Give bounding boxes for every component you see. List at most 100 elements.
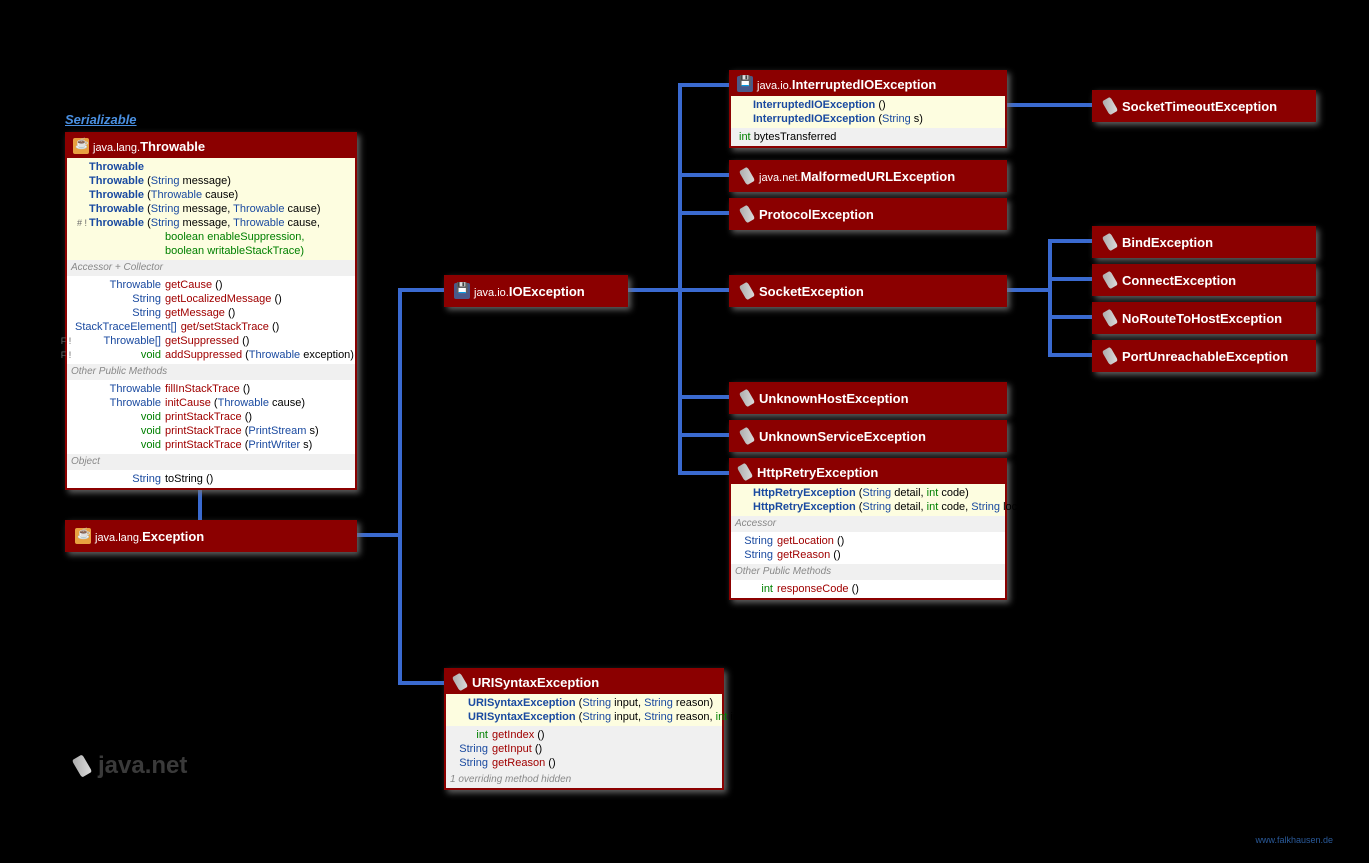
class-httpretry: HttpRetryException HttpRetryException (S… <box>729 458 1007 600</box>
member-row: intgetIndex () <box>450 728 718 742</box>
member-row: Throwable (Throwable cause) <box>71 188 351 202</box>
cup-icon <box>75 528 91 544</box>
class-protocol: ProtocolException <box>729 198 1007 230</box>
member-row: StringtoString () <box>71 472 351 486</box>
member-row: InterruptedIOException (String s) <box>735 112 1001 126</box>
member-row: URISyntaxException (String input, String… <box>450 696 718 710</box>
member-row: StringgetMessage () <box>71 306 351 320</box>
member-row: F !voidaddSuppressed (Throwable exceptio… <box>71 348 351 362</box>
httpretry-accessors: StringgetLocation ()StringgetReason () <box>731 532 1005 564</box>
member-row: F !Throwable[]getSuppressed () <box>71 334 351 348</box>
member-row: boolean enableSuppression, <box>71 230 351 244</box>
httpretry-constructors: HttpRetryException (String detail, int c… <box>731 484 1005 516</box>
bottle-icon <box>739 167 755 186</box>
bottle-icon <box>1102 347 1118 366</box>
member-row: StringgetReason () <box>735 548 1001 562</box>
class-socket: SocketException <box>729 275 1007 307</box>
member-row: Throwable (String message) <box>71 174 351 188</box>
package-label-text: java.net <box>98 752 187 780</box>
bottle-icon <box>739 282 755 301</box>
portunreach-name: PortUnreachableException <box>1122 349 1288 364</box>
throwable-accessors: ThrowablegetCause ()StringgetLocalizedMe… <box>67 276 355 364</box>
bottle-icon <box>1102 309 1118 328</box>
member-row: ThrowablefillInStackTrace () <box>71 382 351 396</box>
member-row: InterruptedIOException () <box>735 98 1001 112</box>
sockettimeout-name: SocketTimeoutException <box>1122 99 1277 114</box>
unknownhost-name: UnknownHostException <box>759 391 909 406</box>
class-ioexception: java.io.IOException <box>444 275 628 307</box>
section-label: Other Public Methods <box>67 364 355 380</box>
save-icon <box>737 76 753 92</box>
save-icon <box>454 283 470 299</box>
exception-pkg: java.lang. <box>95 532 142 544</box>
throwable-pkg: java.lang. <box>93 142 140 154</box>
class-interrupted: java.io.InterruptedIOException Interrupt… <box>729 70 1007 148</box>
throwable-name: Throwable <box>140 139 205 154</box>
bottle-icon <box>739 427 755 446</box>
ioexception-pkg: java.io. <box>474 287 509 299</box>
member-row: voidprintStackTrace (PrintStream s) <box>71 424 351 438</box>
class-throwable: java.lang.Throwable Throwable Throwable … <box>65 132 357 490</box>
ioexception-name: IOException <box>509 284 585 299</box>
httpretry-others: intresponseCode () <box>731 580 1005 598</box>
interrupted-fields: int bytesTransferred <box>731 128 1005 146</box>
serializable-label: Serializable <box>65 112 137 127</box>
noroute-name: NoRouteToHostException <box>1122 311 1282 326</box>
class-exception: java.lang.Exception <box>65 520 357 552</box>
exception-name: Exception <box>142 529 204 544</box>
member-row: URISyntaxException (String input, String… <box>450 710 718 724</box>
interrupted-pkg: java.io. <box>757 80 792 92</box>
section-label: Other Public Methods <box>731 564 1005 580</box>
httpretry-name: HttpRetryException <box>757 465 878 480</box>
section-label: Object <box>67 454 355 470</box>
bottle-icon <box>739 205 755 224</box>
throwable-constructors: Throwable Throwable (String message)Thro… <box>67 158 355 260</box>
interrupted-constructors: InterruptedIOException ()InterruptedIOEx… <box>731 96 1005 128</box>
package-label: java.net <box>72 752 187 780</box>
protocol-name: ProtocolException <box>759 207 874 222</box>
class-connect: ConnectException <box>1092 264 1316 296</box>
malformed-name: MalformedURLException <box>801 169 956 184</box>
member-row: ThrowablegetCause () <box>71 278 351 292</box>
member-row: StringgetLocalizedMessage () <box>71 292 351 306</box>
bottle-icon <box>452 673 468 692</box>
throwable-object: StringtoString () <box>67 470 355 488</box>
section-label: Accessor + Collector <box>67 260 355 276</box>
class-unknownhost: UnknownHostException <box>729 382 1007 414</box>
class-portunreach: PortUnreachableException <box>1092 340 1316 372</box>
member-row: ThrowableinitCause (Throwable cause) <box>71 396 351 410</box>
member-row: StringgetReason () <box>450 756 718 770</box>
section-label: Accessor <box>731 516 1005 532</box>
bind-name: BindException <box>1122 235 1213 250</box>
bottle-icon <box>739 389 755 408</box>
bottle-icon <box>1102 233 1118 252</box>
member-row: # !Throwable (String message, Throwable … <box>71 216 351 230</box>
malformed-pkg: java.net. <box>759 172 801 184</box>
member-row: int bytesTransferred <box>735 130 1001 144</box>
bottle-icon <box>737 463 753 482</box>
member-row: Throwable (String message, Throwable cau… <box>71 202 351 216</box>
member-row: StringgetInput () <box>450 742 718 756</box>
member-row: voidprintStackTrace (PrintWriter s) <box>71 438 351 452</box>
member-row: HttpRetryException (String detail, int c… <box>735 500 1001 514</box>
member-row: voidprintStackTrace () <box>71 410 351 424</box>
class-malformed: java.net.MalformedURLException <box>729 160 1007 192</box>
class-sockettimeout: SocketTimeoutException <box>1092 90 1316 122</box>
urisyntax-footer: 1 overriding method hidden <box>446 772 722 788</box>
class-unknownservice: UnknownServiceException <box>729 420 1007 452</box>
urisyntax-constructors: URISyntaxException (String input, String… <box>446 694 722 726</box>
bottle-icon <box>1102 271 1118 290</box>
class-bind: BindException <box>1092 226 1316 258</box>
member-row: boolean writableStackTrace) <box>71 244 351 258</box>
class-urisyntax: URISyntaxException URISyntaxException (S… <box>444 668 724 790</box>
member-row: StackTraceElement[]get/setStackTrace () <box>71 320 351 334</box>
connect-name: ConnectException <box>1122 273 1236 288</box>
socket-name: SocketException <box>759 284 864 299</box>
throwable-header: java.lang.Throwable <box>67 134 355 158</box>
urisyntax-name: URISyntaxException <box>472 675 599 690</box>
bottle-icon <box>1102 97 1118 116</box>
member-row: StringgetLocation () <box>735 534 1001 548</box>
member-row: HttpRetryException (String detail, int c… <box>735 486 1001 500</box>
throwable-others: ThrowablefillInStackTrace ()Throwableini… <box>67 380 355 454</box>
urisyntax-accessors: intgetIndex ()StringgetInput ()Stringget… <box>446 726 722 772</box>
